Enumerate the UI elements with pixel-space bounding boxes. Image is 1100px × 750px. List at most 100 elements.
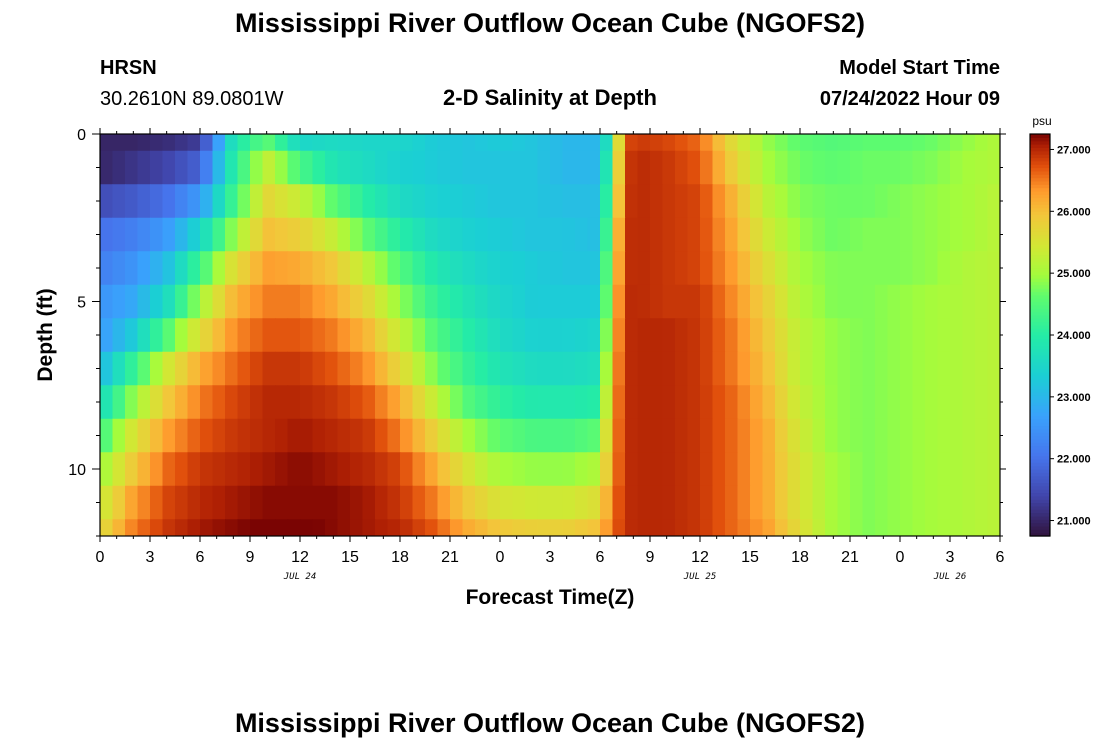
heatmap-cell (275, 251, 289, 286)
heatmap-cell (625, 150, 639, 185)
heatmap-cell (150, 134, 164, 152)
heatmap-cell (462, 284, 476, 319)
heatmap-cell (987, 251, 1000, 286)
colorbar-tick-label: 26.000 (1057, 206, 1091, 218)
colorbar-segment (1030, 435, 1050, 440)
heatmap-cell (375, 452, 389, 487)
heatmap-cell (637, 150, 651, 185)
heatmap-cell (887, 418, 901, 453)
heatmap-cell (812, 385, 826, 420)
heatmap-cell (150, 452, 164, 487)
heatmap-cell (837, 318, 851, 353)
x-tick-label: 15 (741, 549, 759, 566)
heatmap-cell (400, 485, 414, 520)
heatmap-cell (975, 418, 989, 453)
colorbar-segment (1030, 485, 1050, 490)
heatmap-cell (962, 134, 976, 152)
heatmap-cell (437, 418, 451, 453)
heatmap-cell (950, 318, 964, 353)
heatmap-cell (725, 284, 739, 319)
heatmap-cell (325, 385, 339, 420)
heatmap-cell (575, 184, 589, 219)
heatmap-cell (975, 385, 989, 420)
heatmap-cell (375, 134, 389, 152)
heatmap-cell (562, 251, 576, 286)
heatmap-cell (562, 217, 576, 252)
heatmap-cell (700, 251, 714, 286)
heatmap-cell (825, 251, 839, 286)
date-label: JUL 26 (933, 572, 967, 582)
heatmap-cell (475, 284, 489, 319)
heatmap-cell (300, 217, 314, 252)
heatmap-cell (587, 150, 601, 185)
heatmap-cell (712, 485, 726, 520)
colorbar-segment (1030, 462, 1050, 467)
heatmap-cell (250, 485, 264, 520)
x-tick-label: 15 (341, 549, 359, 566)
heatmap-cell (550, 485, 564, 520)
heatmap-cell (375, 385, 389, 420)
heatmap-cell (712, 351, 726, 386)
heatmap-cell (687, 385, 701, 420)
heatmap-cell (375, 318, 389, 353)
colorbar-segment (1030, 154, 1050, 159)
heatmap-cell (787, 284, 801, 319)
colorbar-segment (1030, 278, 1050, 282)
heatmap-cell (512, 318, 526, 353)
heatmap-cell (125, 519, 139, 536)
heatmap-cell (862, 134, 876, 152)
heatmap-cell (425, 452, 439, 487)
heatmap-cell (925, 184, 939, 219)
heatmap-cell (300, 485, 314, 520)
colorbar-segment (1030, 194, 1050, 199)
station-coords: 30.2610N 89.0801W (100, 88, 284, 110)
heatmap-cell (950, 452, 964, 487)
colorbar-segment (1030, 335, 1050, 339)
heatmap-cell (650, 418, 664, 453)
heatmap-cell (312, 418, 326, 453)
heatmap-cell (937, 150, 951, 185)
heatmap-cell (362, 452, 376, 487)
heatmap-cell (387, 385, 401, 420)
heatmap-cell (725, 150, 739, 185)
station-name: HRSN (100, 57, 157, 79)
heatmap-cell (737, 418, 751, 453)
heatmap-cell (275, 485, 289, 520)
heatmap-cell (400, 418, 414, 453)
heatmap-cell (112, 150, 126, 185)
heatmap-cell (337, 150, 351, 185)
heatmap-cell (112, 485, 126, 520)
heatmap-cell (975, 519, 989, 536)
heatmap-cell (737, 485, 751, 520)
heatmap-cell (312, 485, 326, 520)
heatmap-cell (150, 318, 164, 353)
colorbar-segment (1030, 338, 1050, 343)
heatmap-cell (837, 351, 851, 386)
heatmap-cell (750, 251, 764, 286)
heatmap-cell (225, 519, 239, 536)
heatmap-cell (750, 150, 764, 185)
heatmap-cell (812, 150, 826, 185)
heatmap-cell (425, 134, 439, 152)
heatmap-cell (675, 217, 689, 252)
heatmap-cell (925, 284, 939, 319)
heatmap-cell (362, 134, 376, 152)
heatmap-cell (987, 452, 1000, 487)
heatmap-cell (450, 184, 464, 219)
heatmap-cell (787, 217, 801, 252)
colorbar-segment (1030, 174, 1050, 179)
heatmap-cell (150, 418, 164, 453)
heatmap-cell (462, 351, 476, 386)
colorbar-segment (1030, 412, 1050, 416)
heatmap-cell (787, 385, 801, 420)
heatmap-cell (175, 418, 189, 453)
heatmap-cell (875, 452, 889, 487)
colorbar-segment (1030, 291, 1050, 296)
heatmap-cell (625, 351, 639, 386)
heatmap-cell (237, 134, 251, 152)
heatmap-cell (525, 452, 539, 487)
heatmap-cells (100, 134, 1000, 536)
x-axis: 0 3 6 9 12 15 18 21 0 3 6 9 12 15 18 21 0 3 6 (96, 128, 1005, 566)
heatmap-cell (550, 519, 564, 536)
heatmap-cell (562, 150, 576, 185)
